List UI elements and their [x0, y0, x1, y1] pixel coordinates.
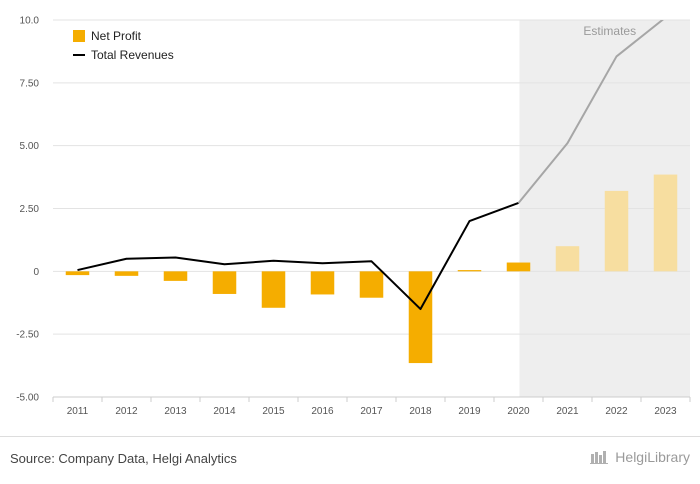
- x-axis-ticks: 2011 2012 2013 2014 2015 2016 2017 2018 2019 2020…: [52, 396, 691, 417]
- bar-net-profit: [163, 271, 188, 281]
- y-tick-label: 5.00: [20, 141, 40, 152]
- y-tick-label: -2.50: [16, 330, 39, 341]
- bar-net-profit: [261, 271, 286, 308]
- library-logo-icon: [590, 451, 609, 464]
- legend-total-revenues-label: Total Revenues: [91, 48, 174, 62]
- legend: Net Profit Total Revenues: [73, 29, 174, 62]
- x-tick-label: 2012: [115, 406, 138, 417]
- x-tick-label: 2016: [311, 406, 334, 417]
- x-tick-label: 2023: [654, 406, 677, 417]
- x-tick-label: 2021: [556, 406, 579, 417]
- bar-net-profit: [506, 262, 531, 272]
- x-tick-label: 2022: [605, 406, 628, 417]
- x-tick-label: 2015: [262, 406, 285, 417]
- bar-net-profit: [114, 271, 139, 276]
- x-tick-label: 2013: [164, 406, 187, 417]
- x-tick-label: 2014: [213, 406, 236, 417]
- x-tick-label: 2020: [507, 406, 530, 417]
- y-axis-ticks: 10.0 7.50 5.00 2.50 0 -2.50 -5.00: [16, 16, 39, 404]
- bar-net-profit: [408, 271, 433, 364]
- bar-net-profit: [359, 271, 384, 298]
- bar-net-profit: [310, 271, 335, 295]
- source-note: Source: Company Data, Helgi Analytics: [10, 451, 237, 466]
- y-tick-label: 10.0: [20, 16, 40, 27]
- x-tick-label: 2019: [458, 406, 481, 417]
- y-tick-label: 2.50: [20, 204, 40, 215]
- net-profit-bars: [65, 174, 678, 364]
- total-revenues-line: [77, 20, 664, 311]
- x-tick-label: 2017: [360, 406, 383, 417]
- x-tick-label: 2011: [67, 406, 89, 417]
- footer: Source: Company Data, Helgi Analytics He…: [0, 436, 700, 484]
- brand[interactable]: HelgiLibrary: [590, 449, 690, 465]
- brand-name: HelgiLibrary: [615, 449, 690, 465]
- chart: 10.0 7.50 5.00 2.50 0 -2.50 -5.00 2011 2012 2013…: [16, 16, 691, 417]
- y-tick-label: -5.00: [16, 393, 39, 404]
- y-tick-label: 0: [33, 267, 39, 278]
- legend-net-profit-swatch: [73, 30, 85, 42]
- line-total-revenues-estimate: [517, 20, 664, 204]
- line-total-revenues-actual: [77, 202, 519, 311]
- bar-net-profit: [555, 246, 580, 272]
- bar-net-profit: [653, 174, 678, 272]
- legend-net-profit-label: Net Profit: [91, 29, 142, 43]
- bar-net-profit: [604, 190, 629, 272]
- y-tick-label: 7.50: [20, 78, 40, 89]
- bar-net-profit: [65, 271, 90, 276]
- x-tick-label: 2018: [409, 406, 432, 417]
- bar-net-profit: [457, 270, 482, 272]
- bar-net-profit: [212, 271, 237, 294]
- estimates-label: Estimates: [583, 24, 636, 38]
